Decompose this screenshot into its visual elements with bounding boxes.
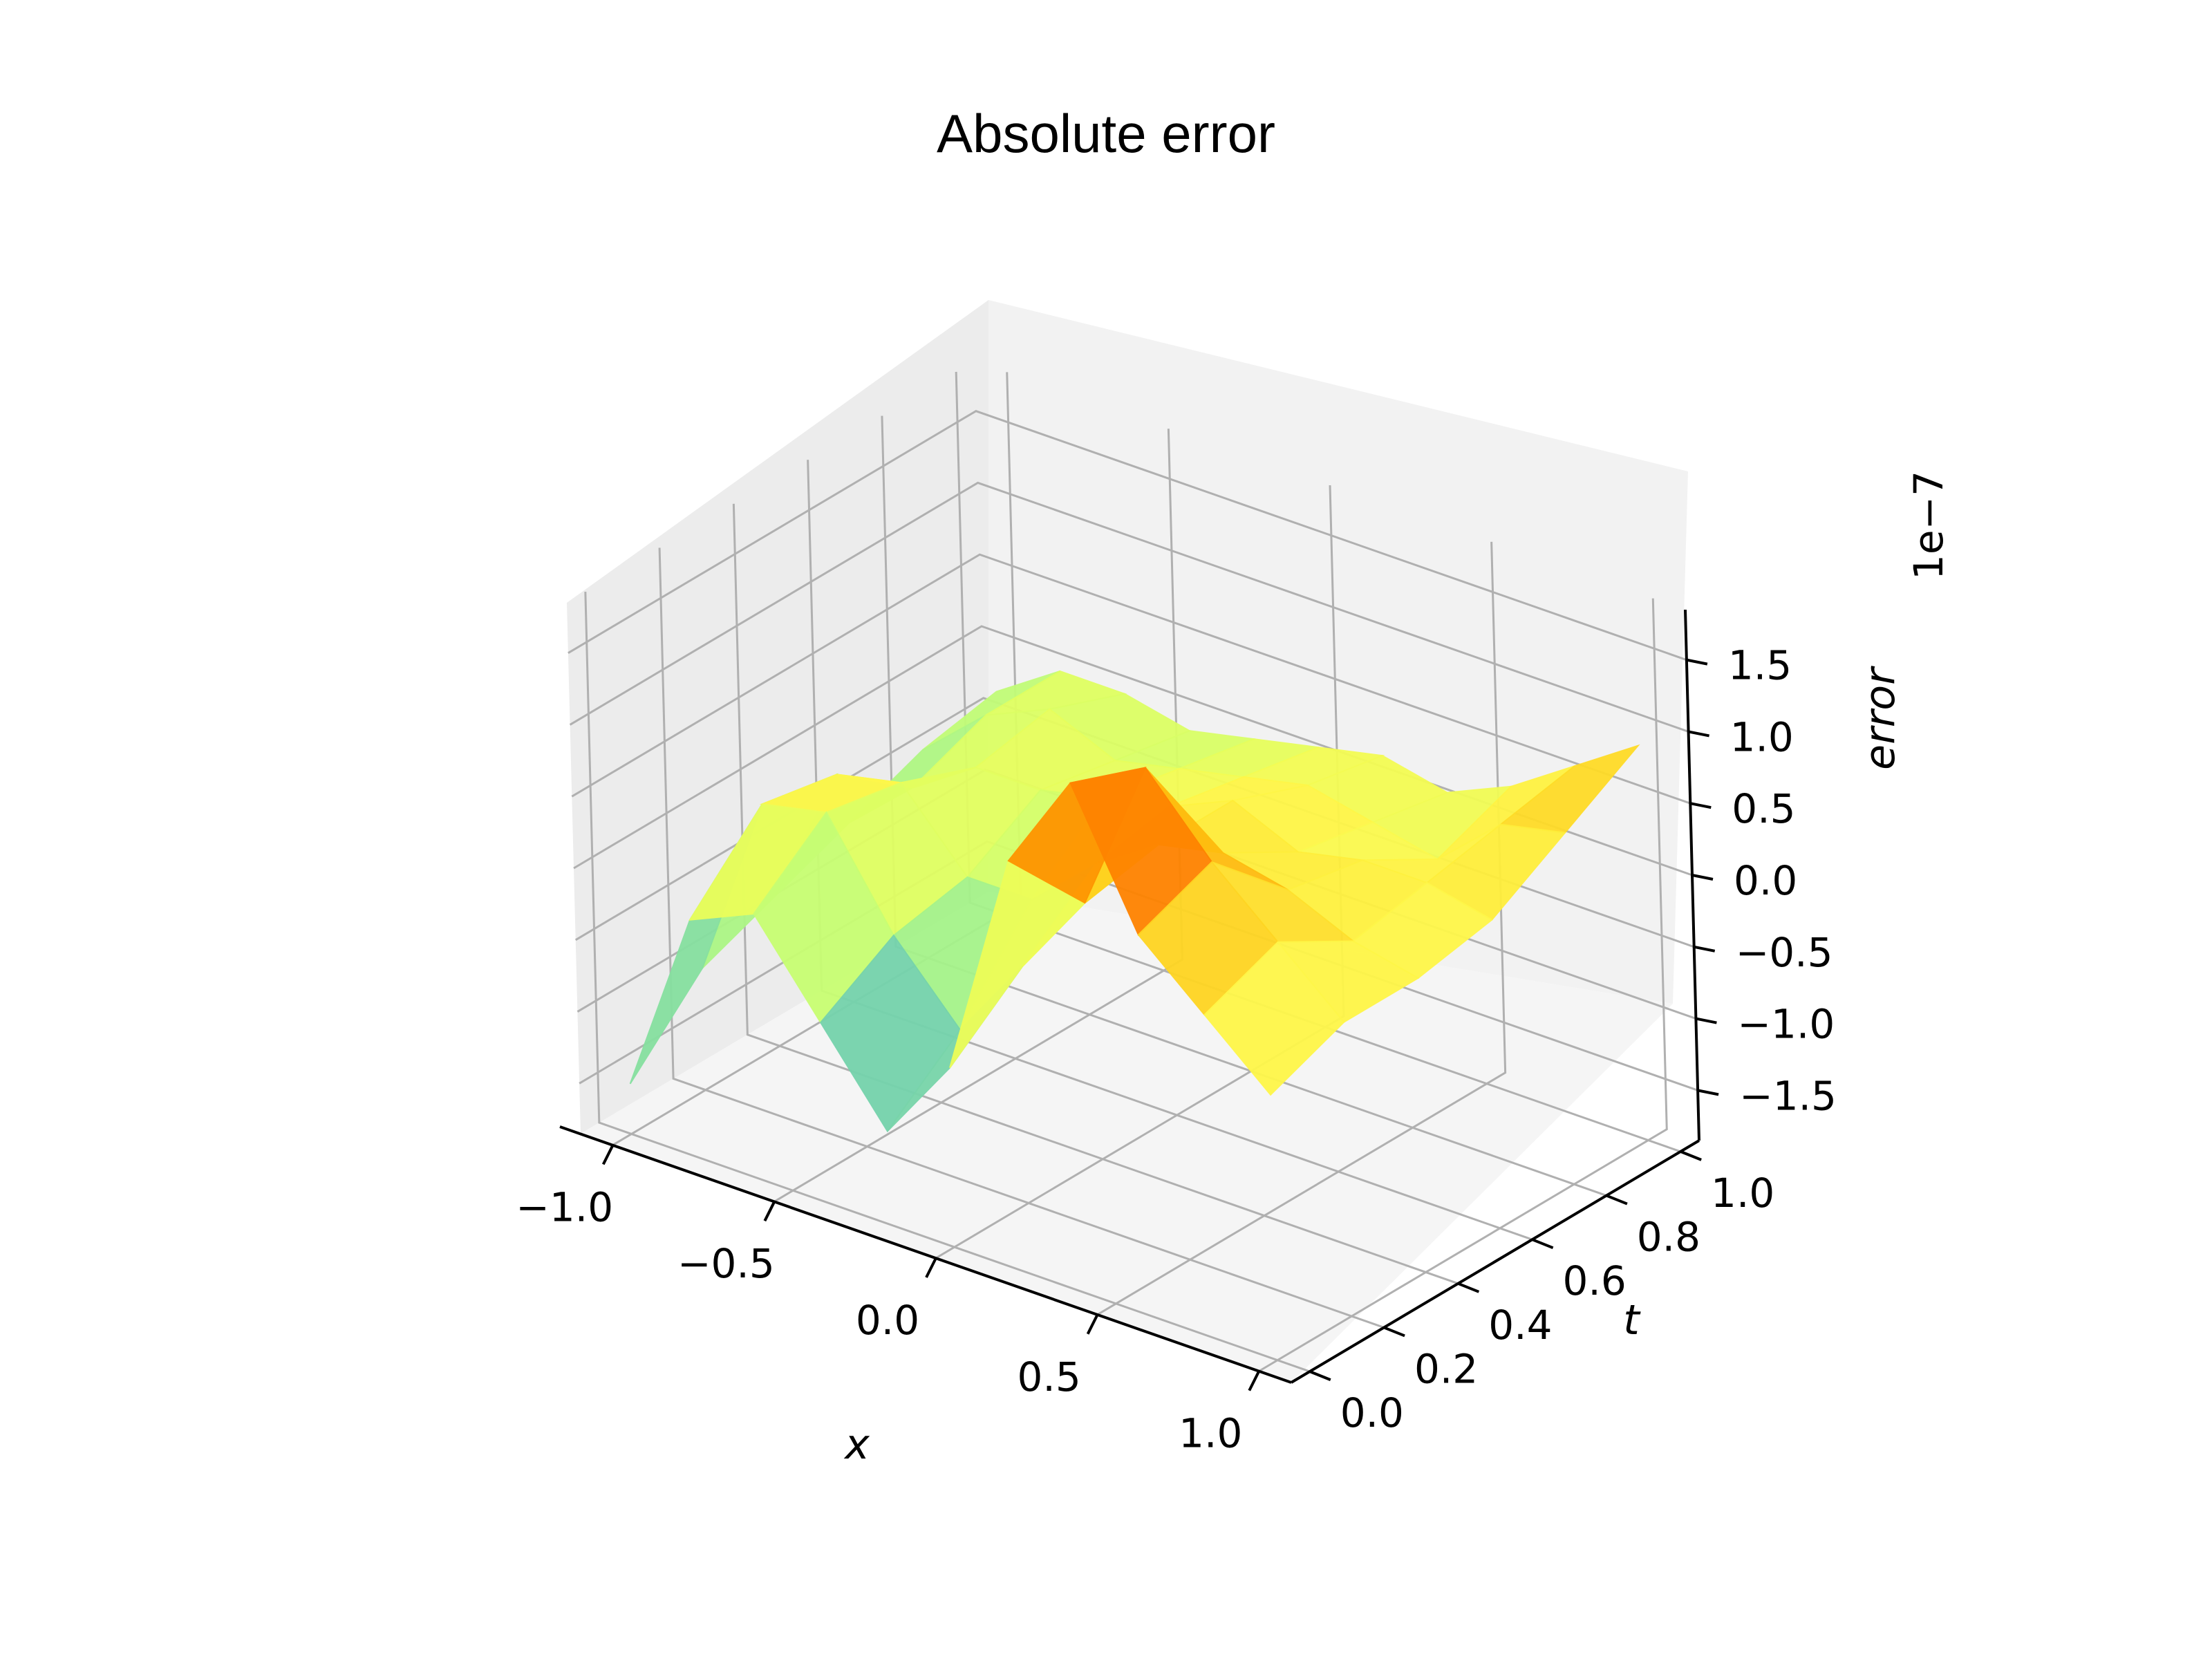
error-surface: [629, 670, 1640, 1133]
z-tick-label: 0.0: [1734, 857, 1797, 904]
z-tick-mark: [1689, 802, 1712, 809]
x-tick-label: −0.5: [677, 1240, 775, 1287]
z-gridline: [568, 410, 1687, 662]
z-tick-mark: [1697, 1089, 1719, 1096]
t-tick-mark: [1606, 1194, 1628, 1206]
z-tick-mark: [1688, 730, 1709, 738]
x-tick-mark: [763, 1201, 776, 1222]
x-tick-mark: [925, 1257, 937, 1278]
t-gridline: [584, 592, 1311, 1373]
z-tick-mark: [1686, 658, 1708, 666]
t-tick-mark: [1309, 1370, 1331, 1381]
z-tick-label: −1.0: [1737, 1001, 1835, 1048]
t-tick-label: 0.4: [1488, 1302, 1552, 1349]
surface-facet: [1203, 941, 1345, 1096]
x-axis-label: x: [843, 1421, 870, 1469]
z-tick-label: 1.5: [1728, 642, 1792, 689]
z-gridline: [569, 481, 1689, 733]
t-tick-mark: [1383, 1326, 1405, 1338]
z-offset-label: 1e−7: [1905, 471, 1952, 580]
x-gridline: [1258, 598, 1668, 1372]
x-axis-line: [559, 1125, 1292, 1384]
t-axis-line: [1290, 1139, 1700, 1384]
chart-title: Absolute error: [937, 103, 1275, 164]
t-gridline: [658, 547, 1385, 1329]
t-tick-label: 0.0: [1340, 1389, 1404, 1436]
z-tick-label: −0.5: [1736, 929, 1833, 976]
x-tick-mark: [1086, 1313, 1099, 1335]
t-gridline: [732, 503, 1459, 1285]
x-tick-mark: [601, 1144, 615, 1165]
z-tick-label: 1.0: [1730, 713, 1794, 760]
t-tick-label: 0.8: [1637, 1214, 1700, 1261]
t-tick-mark: [1457, 1282, 1480, 1293]
x-tick-label: −1.0: [516, 1183, 613, 1230]
t-tick-mark: [1680, 1150, 1702, 1161]
z-tick-mark: [1694, 945, 1716, 953]
z-tick-label: −1.5: [1739, 1072, 1837, 1119]
axes: −1.0−0.50.00.51.0 0.00.20.40.60.81.0−1.5−…: [516, 609, 1837, 1457]
x-tick-label: 0.0: [856, 1297, 919, 1344]
t-tick-label: 0.2: [1414, 1345, 1478, 1392]
z-tick-mark: [1691, 874, 1714, 881]
t-tick-label: 0.6: [1563, 1257, 1627, 1304]
t-tick-label: 1.0: [1711, 1170, 1774, 1217]
t-tick-mark: [1531, 1238, 1554, 1250]
t-axis-label: t: [1623, 1296, 1641, 1344]
error-axis-label: error: [1856, 666, 1904, 770]
x-tick-label: 0.5: [1018, 1353, 1081, 1400]
z-tick-label: 0.5: [1732, 785, 1795, 832]
z-gridline: [571, 553, 1691, 805]
x-gridline: [1096, 541, 1507, 1316]
x-tick-label: 1.0: [1179, 1410, 1242, 1457]
z-tick-mark: [1696, 1017, 1717, 1024]
x-tick-mark: [1248, 1370, 1261, 1391]
